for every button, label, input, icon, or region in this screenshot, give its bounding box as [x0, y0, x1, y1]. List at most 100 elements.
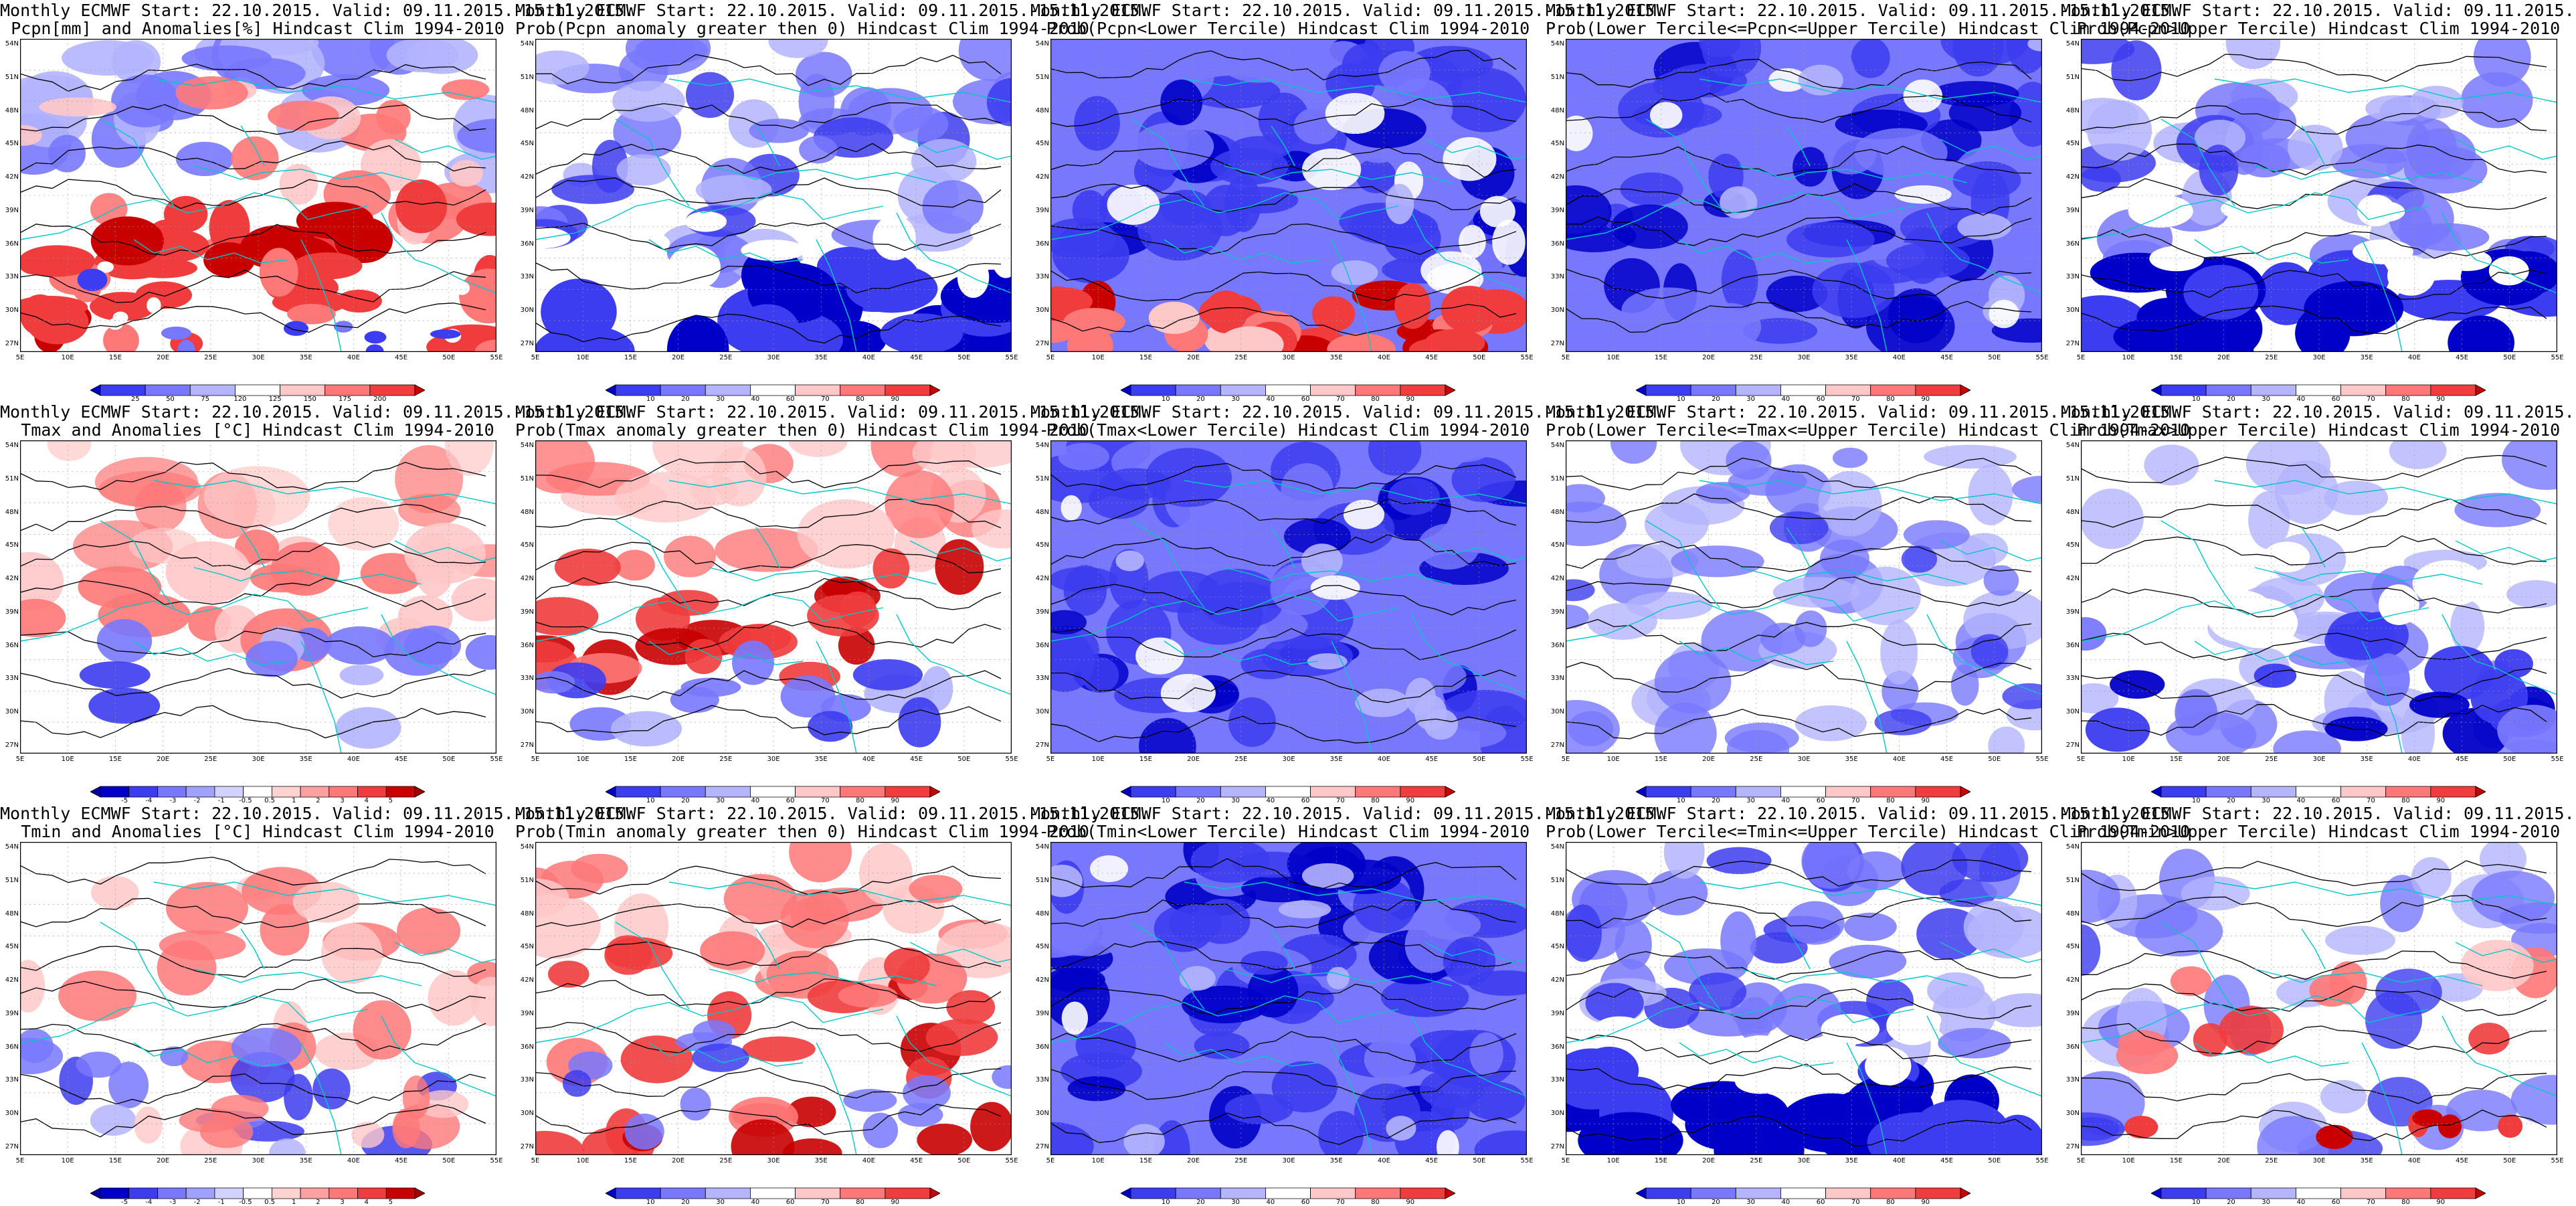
- lon-label: 10E: [1606, 354, 1620, 361]
- colorbar-label: 20: [2227, 396, 2235, 403]
- lon-label: 45E: [1425, 1157, 1439, 1165]
- lat-label: 30N: [520, 708, 534, 716]
- lat-label: 27N: [1035, 340, 1049, 347]
- lon-label: 20E: [672, 354, 685, 361]
- lat-label: 54N: [520, 442, 534, 449]
- map-panel: Monthly ECMWF Start: 22.10.2015. Valid: …: [0, 803, 634, 1206]
- colorbar-swatch: [885, 384, 931, 396]
- colorbar-label: 10: [1676, 1199, 1685, 1206]
- lon-label: 15E: [108, 1157, 122, 1165]
- lat-label: 33N: [1035, 1076, 1049, 1084]
- lat-label: 48N: [5, 910, 19, 918]
- lon-label: 50E: [442, 756, 456, 763]
- lon-label: 10E: [576, 1157, 589, 1165]
- colorbar-swatch: [90, 384, 101, 396]
- colorbar-label: 40: [751, 1199, 760, 1206]
- colorbar-label: 90: [1406, 396, 1415, 403]
- lat-label: 30N: [2065, 708, 2080, 716]
- lat-label: 42N: [520, 976, 534, 984]
- colorbar-swatch: [157, 1187, 187, 1199]
- colorbar-label: 70: [820, 797, 830, 804]
- lat-label: 54N: [5, 442, 19, 449]
- map-field: [2081, 440, 2557, 754]
- colorbar-swatch: [606, 384, 616, 396]
- colorbar-swatch: [214, 786, 244, 798]
- lon-label: 25E: [719, 1157, 733, 1165]
- lon-label: 10E: [1606, 756, 1620, 763]
- colorbar-label: -4: [145, 1199, 153, 1206]
- lat-label: 39N: [5, 608, 19, 616]
- lat-label: 27N: [520, 1143, 534, 1150]
- lon-label: 15E: [2169, 756, 2183, 763]
- colorbar-label: -4: [145, 797, 153, 804]
- colorbar-label: 30: [2262, 396, 2271, 403]
- lat-label: 45N: [2065, 943, 2080, 951]
- colorbar-label: 200: [373, 396, 387, 403]
- lon-label: 15E: [1654, 354, 1667, 361]
- panel-title: Monthly ECMWF Start: 22.10.2015. Valid: …: [0, 403, 634, 439]
- colorbar-swatch: [1636, 384, 1647, 396]
- lon-label: 40E: [862, 1157, 875, 1165]
- map-panel: Monthly ECMWF Start: 22.10.2015. Valid: …: [1030, 0, 1665, 403]
- lon-label: 30E: [767, 756, 780, 763]
- colorbar-swatch: [357, 786, 387, 798]
- panel-title: Monthly ECMWF Start: 22.10.2015. Valid: …: [1546, 1, 2191, 38]
- lat-label: 33N: [2065, 273, 2080, 281]
- lon-label: 35E: [299, 1157, 312, 1165]
- colorbar-swatch: [1121, 1187, 1131, 1199]
- lat-label: 36N: [520, 240, 534, 248]
- lon-label: 20E: [1702, 756, 1716, 763]
- lon-label: 15E: [2169, 354, 2183, 361]
- colorbar-label: 60: [1301, 797, 1310, 804]
- lat-label: 51N: [1550, 876, 1564, 884]
- colorbar-label: 60: [786, 1199, 795, 1206]
- colorbar-swatch: [128, 1187, 158, 1199]
- colorbar-swatch: [1265, 786, 1311, 798]
- panel-title-line2: Pcpn[mm] and Anomalies[%] Hindcast Clim …: [11, 19, 504, 38]
- lon-label: 30E: [1797, 354, 1811, 361]
- colorbar-label: 70: [820, 1199, 830, 1206]
- panel-title-line2: Prob(Tmax anomaly greater then 0) Hindca…: [515, 420, 1089, 440]
- lon-label: 40E: [1892, 354, 1906, 361]
- colorbar: [1121, 786, 1455, 798]
- colorbar-label: 20: [681, 1199, 690, 1206]
- colorbar-label: 10: [646, 1199, 655, 1206]
- lat-label: 45N: [1550, 541, 1564, 549]
- colorbar-swatch: [1355, 1187, 1401, 1199]
- map-svg: [1566, 842, 2042, 1155]
- lon-label: 5E: [1561, 1157, 1570, 1165]
- lat-label: 36N: [520, 641, 534, 649]
- colorbar-label: 90: [1406, 797, 1415, 804]
- lat-label: 27N: [2065, 340, 2080, 347]
- lat-label: 54N: [1035, 442, 1049, 449]
- colorbar-swatch: [606, 1187, 616, 1199]
- colorbar-swatch: [660, 1187, 706, 1199]
- colorbar-swatch: [2385, 786, 2431, 798]
- lat-label: 42N: [1035, 575, 1049, 583]
- panel-title-line2: Prob(Lower Tercile<=Pcpn<=Upper Tercile)…: [1546, 19, 2191, 38]
- lon-label: 35E: [1329, 354, 1343, 361]
- colorbar-label: 60: [2331, 1199, 2340, 1206]
- lon-label: 20E: [1187, 1157, 1200, 1165]
- colorbar-swatch: [1825, 786, 1871, 798]
- colorbar-swatch: [1265, 1187, 1311, 1199]
- lon-label: 25E: [204, 1157, 217, 1165]
- lon-label: 50E: [442, 1157, 456, 1165]
- map-panel: Monthly ECMWF Start: 22.10.2015. Valid: …: [2061, 0, 2576, 403]
- lat-label: 33N: [2065, 1076, 2080, 1084]
- lat-label: 42N: [1550, 976, 1564, 984]
- lat-label: 42N: [2065, 976, 2080, 984]
- colorbar-swatch: [2430, 1187, 2476, 1199]
- lat-label: 45N: [2065, 541, 2080, 549]
- colorbar-label: 0.5: [264, 797, 276, 804]
- lat-label: 30N: [1035, 307, 1049, 315]
- lon-label: 30E: [1797, 1157, 1811, 1165]
- lat-label: 33N: [520, 1076, 534, 1084]
- lat-label: 48N: [1550, 508, 1564, 516]
- lat-label: 45N: [1550, 943, 1564, 951]
- colorbar: [2151, 384, 2486, 396]
- lon-label: 45E: [2456, 1157, 2469, 1165]
- lat-label: 42N: [1035, 976, 1049, 984]
- colorbar-label: 1: [292, 797, 296, 804]
- map-field: [1050, 39, 1527, 352]
